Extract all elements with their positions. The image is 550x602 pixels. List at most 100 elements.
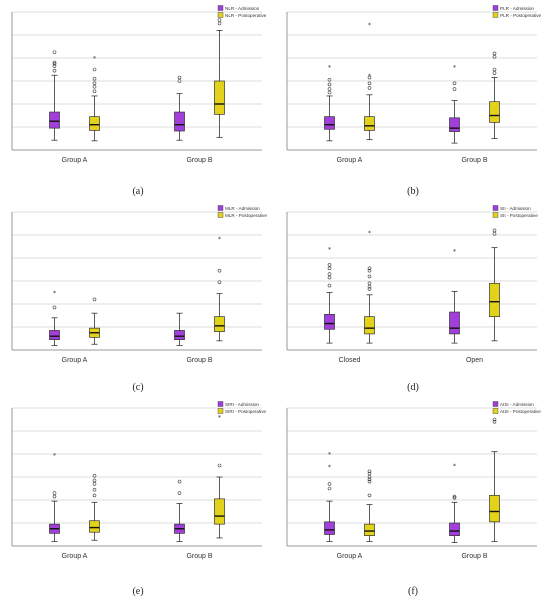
box-admission: *: [49, 453, 60, 542]
outlier-point: [327, 78, 332, 82]
chart-panel-a: Group A Group B * NLR - Admission NLR - Post…: [0, 0, 275, 200]
outlier-point: [367, 493, 372, 498]
outlier-point: [52, 494, 57, 499]
outlier-point: [92, 67, 97, 72]
legend-label: MLR - Postoperative: [225, 213, 267, 218]
boxplot-e: Group A Group B * * SIRI - Admission SIRI - P…: [11, 401, 267, 560]
outlier-point: [92, 84, 97, 89]
extreme-point: *: [368, 22, 371, 29]
outlier-point: [92, 478, 97, 483]
outlier-point: [52, 64, 57, 68]
chart-panel-f: Group A Group B * * * AISI - Admission AISI - …: [275, 396, 550, 596]
outlier-point: [217, 463, 222, 468]
legend-swatch: [217, 401, 224, 407]
box-admission: *: [324, 65, 335, 142]
outlier-point: [52, 50, 57, 55]
outlier-point: [452, 81, 457, 86]
outlier-point: [217, 21, 222, 26]
x-tick-label: Closed: [339, 357, 361, 364]
outlier-point: [52, 60, 57, 65]
legend-label: AISI - Postoperative: [500, 409, 541, 414]
legend-label: SIRI - Admission: [225, 402, 259, 407]
iqr-box: [364, 316, 375, 335]
x-tick-label: Group A: [337, 553, 363, 560]
outlier-point: [327, 272, 332, 276]
iqr-box: [174, 111, 185, 132]
outlier-point: [492, 55, 497, 59]
iqr-box: [489, 495, 500, 523]
x-tick-label: Group A: [62, 553, 88, 560]
outlier-point: [327, 90, 332, 95]
chart-panel-b: Group A Group B * * * * PLR - Admission PLR - P…: [275, 0, 550, 200]
legend: SII - Admission SII - Postoperative: [492, 205, 538, 218]
box-admission: [49, 50, 60, 141]
outlier-point: [492, 232, 497, 236]
legend-swatch: [217, 408, 224, 414]
outlier-point: [327, 87, 332, 91]
panel-label-f: (f): [408, 586, 418, 597]
outlier-point: [367, 75, 372, 80]
boxplot-a: Group A Group B * NLR - Admission NLR - Post…: [11, 5, 267, 164]
outlier-point: [52, 61, 57, 66]
outlier-point: [327, 482, 332, 486]
outlier-point: [452, 494, 457, 499]
outlier-point: [367, 86, 372, 90]
iqr-box: [49, 330, 60, 340]
outlier-point: [492, 71, 497, 75]
outlier-point: [217, 18, 222, 22]
iqr-box: [174, 330, 185, 340]
iqr-box: [89, 520, 100, 533]
outlier-point: [327, 275, 332, 280]
boxplot-d: Closed Open * * * SII - Admission SII - Postop…: [286, 205, 538, 364]
x-tick-label: Group B: [461, 157, 487, 164]
outlier-point: [367, 469, 372, 474]
outlier-point: [492, 228, 497, 233]
extreme-point: *: [453, 65, 456, 72]
iqr-box: [449, 311, 460, 335]
extreme-point: *: [218, 415, 221, 422]
outlier-point: [367, 266, 372, 271]
box-admission: *: [449, 249, 460, 344]
box-admission: *: [324, 246, 335, 344]
outlier-point: [92, 474, 97, 478]
legend: MLR - Admission MLR - Postoperative: [217, 205, 267, 218]
iqr-box: [489, 282, 500, 318]
extreme-point: *: [368, 230, 371, 237]
panel-label-d: (d): [407, 382, 419, 393]
outlier-point: [492, 417, 497, 422]
box-admission: *: [449, 463, 460, 543]
outlier-point: [367, 284, 372, 289]
x-tick-label: Group A: [62, 157, 88, 164]
outlier-point: [492, 67, 497, 72]
legend: SIRI - Admission SIRI - Postoperative: [217, 401, 267, 414]
iqr-box: [214, 316, 225, 332]
legend-swatch: [492, 12, 499, 18]
box-admission: **: [324, 452, 335, 542]
box-admission: *: [449, 65, 460, 144]
iqr-box: [49, 111, 60, 129]
legend: AISI - Admission AISI - Postoperative: [492, 401, 541, 414]
outlier-point: [367, 479, 372, 484]
outlier-point: [367, 268, 372, 273]
box-postoperative: [489, 417, 500, 542]
legend-swatch: [492, 212, 499, 218]
outlier-point: [367, 287, 372, 291]
legend-label: SII - Admission: [500, 206, 531, 211]
iqr-box: [364, 523, 375, 536]
legend-swatch: [492, 205, 499, 211]
outlier-point: [92, 81, 97, 86]
box-admission: [174, 75, 185, 141]
box-postoperative: *: [214, 236, 225, 342]
outlier-point: [327, 266, 332, 271]
panel-label-a: (a): [132, 186, 144, 197]
extreme-point: *: [328, 452, 331, 459]
box-postoperative: [89, 297, 100, 345]
iqr-box: [324, 116, 335, 130]
outlier-point: [217, 280, 222, 284]
extreme-point: *: [328, 246, 331, 253]
extreme-point: *: [328, 65, 331, 72]
legend-label: PLR - Admission: [500, 6, 534, 11]
extreme-point: *: [93, 56, 96, 63]
box-postoperative: *: [214, 415, 225, 539]
panel-label-b: (b): [407, 186, 419, 197]
